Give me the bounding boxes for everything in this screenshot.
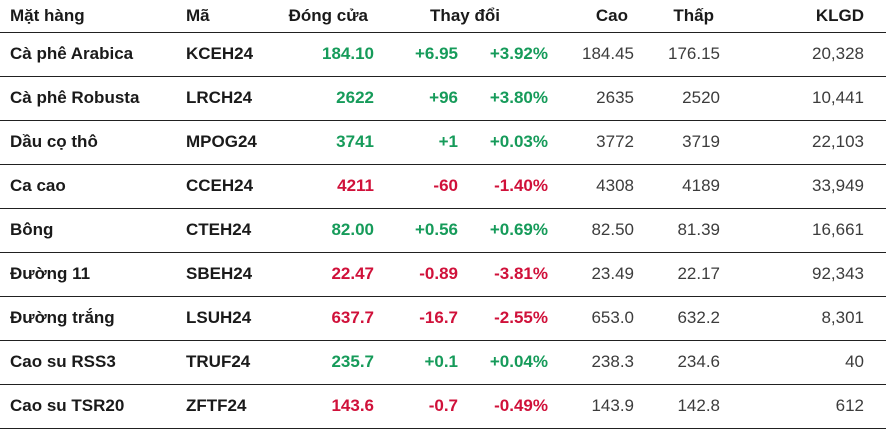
commodity-name: Cao su RSS3 xyxy=(0,340,176,385)
change-value: +0.56 xyxy=(378,208,462,253)
change-value: -16.7 xyxy=(378,296,462,341)
header-low: Thấp xyxy=(638,0,724,33)
close-price: 22.47 xyxy=(272,252,378,297)
high-price: 3772 xyxy=(552,120,638,165)
volume: 40 xyxy=(724,340,886,385)
close-price: 4211 xyxy=(272,164,378,209)
volume: 92,343 xyxy=(724,252,886,297)
header-volume: KLGD xyxy=(724,0,886,33)
low-price: 22.17 xyxy=(638,252,724,297)
high-price: 184.45 xyxy=(552,32,638,77)
header-row: Mặt hàng Mã Đóng cửa Thay đổi Cao Thấp K… xyxy=(0,0,886,33)
change-percent: +3.80% xyxy=(462,76,552,121)
contract-code: TRUF24 xyxy=(176,340,272,385)
table-row: Cao su TSR20 ZFTF24 143.6 -0.7 -0.49% 143.9 14… xyxy=(0,384,886,429)
table-header: Mặt hàng Mã Đóng cửa Thay đổi Cao Thấp K… xyxy=(0,0,886,33)
close-price: 143.6 xyxy=(272,384,378,429)
volume: 612 xyxy=(724,384,886,429)
high-price: 653.0 xyxy=(552,296,638,341)
volume: 22,103 xyxy=(724,120,886,165)
contract-code: LSUH24 xyxy=(176,296,272,341)
volume: 10,441 xyxy=(724,76,886,121)
change-value: +96 xyxy=(378,76,462,121)
contract-code: ZFTF24 xyxy=(176,384,272,429)
change-value: +0.1 xyxy=(378,340,462,385)
change-percent: -3.81% xyxy=(462,252,552,297)
close-price: 637.7 xyxy=(272,296,378,341)
commodity-name: Đường trắng xyxy=(0,296,176,341)
table-row: Cà phê Robusta LRCH24 2622 +96 +3.80% 2635 252… xyxy=(0,76,886,121)
commodity-name: Cà phê Arabica xyxy=(0,32,176,77)
header-close: Đóng cửa xyxy=(272,0,378,33)
contract-code: KCEH24 xyxy=(176,32,272,77)
change-value: -60 xyxy=(378,164,462,209)
high-price: 143.9 xyxy=(552,384,638,429)
close-price: 82.00 xyxy=(272,208,378,253)
header-code: Mã xyxy=(176,0,272,33)
contract-code: MPOG24 xyxy=(176,120,272,165)
low-price: 2520 xyxy=(638,76,724,121)
change-value: +6.95 xyxy=(378,32,462,77)
low-price: 4189 xyxy=(638,164,724,209)
high-price: 238.3 xyxy=(552,340,638,385)
commodity-name: Dầu cọ thô xyxy=(0,120,176,165)
low-price: 81.39 xyxy=(638,208,724,253)
change-percent: +0.04% xyxy=(462,340,552,385)
volume: 33,949 xyxy=(724,164,886,209)
change-value: +1 xyxy=(378,120,462,165)
table-row: Cao su RSS3 TRUF24 235.7 +0.1 +0.04% 238.3 234… xyxy=(0,340,886,385)
close-price: 2622 xyxy=(272,76,378,121)
contract-code: CCEH24 xyxy=(176,164,272,209)
table-row: Ca cao CCEH24 4211 -60 -1.40% 4308 4189 33,949 xyxy=(0,164,886,209)
low-price: 3719 xyxy=(638,120,724,165)
low-price: 234.6 xyxy=(638,340,724,385)
low-price: 632.2 xyxy=(638,296,724,341)
volume: 8,301 xyxy=(724,296,886,341)
low-price: 142.8 xyxy=(638,384,724,429)
high-price: 2635 xyxy=(552,76,638,121)
table-row: Bông CTEH24 82.00 +0.56 +0.69% 82.50 81.39 16,6… xyxy=(0,208,886,253)
commodity-name: Cao su TSR20 xyxy=(0,384,176,429)
header-high: Cao xyxy=(552,0,638,33)
close-price: 184.10 xyxy=(272,32,378,77)
table-body: Cà phê Arabica KCEH24 184.10 +6.95 +3.92% 184… xyxy=(0,32,886,429)
volume: 16,661 xyxy=(724,208,886,253)
high-price: 23.49 xyxy=(552,252,638,297)
volume: 20,328 xyxy=(724,32,886,77)
close-price: 235.7 xyxy=(272,340,378,385)
table-row: Đường 11 SBEH24 22.47 -0.89 -3.81% 23.49 22.17… xyxy=(0,252,886,297)
contract-code: LRCH24 xyxy=(176,76,272,121)
table-row: Dầu cọ thô MPOG24 3741 +1 +0.03% 3772 3719 22,1… xyxy=(0,120,886,165)
change-percent: -2.55% xyxy=(462,296,552,341)
high-price: 4308 xyxy=(552,164,638,209)
high-price: 82.50 xyxy=(552,208,638,253)
commodity-name: Cà phê Robusta xyxy=(0,76,176,121)
change-value: -0.7 xyxy=(378,384,462,429)
contract-code: SBEH24 xyxy=(176,252,272,297)
change-percent: -0.49% xyxy=(462,384,552,429)
close-price: 3741 xyxy=(272,120,378,165)
change-percent: -1.40% xyxy=(462,164,552,209)
commodity-name: Bông xyxy=(0,208,176,253)
change-percent: +0.69% xyxy=(462,208,552,253)
header-change: Thay đổi xyxy=(378,0,552,33)
commodity-name: Ca cao xyxy=(0,164,176,209)
table-row: Cà phê Arabica KCEH24 184.10 +6.95 +3.92% 184… xyxy=(0,32,886,77)
change-value: -0.89 xyxy=(378,252,462,297)
header-commodity: Mặt hàng xyxy=(0,0,176,33)
table-row: Đường trắng LSUH24 637.7 -16.7 -2.55% 653.0 63… xyxy=(0,296,886,341)
low-price: 176.15 xyxy=(638,32,724,77)
contract-code: CTEH24 xyxy=(176,208,272,253)
change-percent: +3.92% xyxy=(462,32,552,77)
change-percent: +0.03% xyxy=(462,120,552,165)
commodity-name: Đường 11 xyxy=(0,252,176,297)
